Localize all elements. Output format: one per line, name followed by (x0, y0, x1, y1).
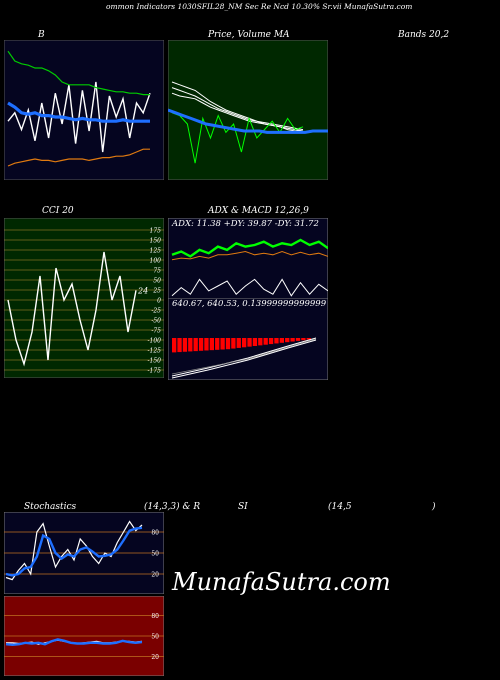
cci-tick-label: 0 (157, 298, 161, 305)
macd-histogram-bar (242, 338, 247, 348)
chart-header-title: ommon Indicators 1030SFIL28_NM Sec Re Nc… (106, 2, 413, 11)
macd-histogram-bar (295, 338, 301, 341)
bollinger-background (4, 40, 164, 180)
price-ma-background (168, 40, 328, 180)
cci-tick-label: -50 (151, 318, 161, 325)
adx-series-line-1 (171, 238, 328, 258)
cci-tick-label: -100 (148, 338, 162, 345)
price-ma-series-line-1 (171, 81, 304, 131)
cci-tick-label: -75 (151, 328, 161, 335)
watermark: MunafaSutra.com (172, 568, 391, 596)
macd-histogram-bar (177, 338, 182, 353)
stochastics-tick-label: 50 (151, 551, 159, 558)
macd-histogram-bar (215, 338, 220, 350)
macd-histogram-bar (306, 338, 311, 340)
cci-tick-label: 100 (150, 258, 162, 265)
stochastics-series-line-1 (5, 520, 143, 581)
rsi-tick-label: 80 (151, 613, 159, 620)
macd-histogram-bar (198, 338, 204, 351)
cci-tick-label: -150 (148, 358, 162, 365)
macd-histogram-bar (188, 338, 193, 352)
macd-histogram-bar (252, 338, 258, 346)
bollinger-series-line-3 (7, 50, 150, 96)
stochastics-tick-label: 80 (151, 530, 159, 537)
adx-series-line-3 (171, 278, 328, 297)
macd-histogram-bar (204, 338, 209, 351)
bollinger-chart (4, 40, 164, 180)
stochastics-params: (14,3,3) & R (144, 502, 201, 512)
macd-histogram-bar (193, 338, 198, 352)
macd-histogram-bar (279, 338, 284, 343)
cci-tick-label: 150 (150, 238, 162, 245)
macd-chart (168, 298, 328, 380)
stochastics-tick-label: 20 (151, 572, 159, 579)
cci-tick-label: 75 (153, 268, 161, 275)
macd-values: 640.67, 640.53, 0.13999999999999 (172, 299, 327, 309)
cci-chart: 175 150 125 100 75 50 25 0 -25 -50 -75 -100 -125 -150… (4, 218, 164, 378)
adx-macd-label: ADX & MACD 12,26,9 (208, 206, 309, 216)
macd-histogram-bar (182, 338, 188, 352)
macd-histogram-bar (231, 338, 236, 349)
cci-background (4, 218, 164, 378)
bollinger-series-line-2 (7, 101, 150, 123)
price-ma-chart (168, 40, 328, 180)
cci-tick-label: 125 (150, 248, 162, 255)
bands-label: Bands 20,2 (398, 30, 450, 40)
rsi-params-close: ) (432, 502, 436, 512)
macd-histogram-bar (209, 338, 214, 351)
macd-line (171, 339, 317, 379)
macd-histogram-bar (268, 338, 274, 345)
adx-chart (168, 218, 328, 300)
cci-tick-label: 175 (150, 228, 162, 235)
macd-histogram-bar (301, 338, 306, 341)
cci-label: CCI 20 (42, 206, 74, 216)
macd-line-3 (171, 338, 317, 375)
stochastics-series-line-2 (5, 526, 143, 577)
cci-tick-label: -25 (151, 308, 161, 315)
macd-histogram-bar (285, 338, 290, 343)
macd-signal-line (171, 337, 317, 377)
cci-line (7, 251, 137, 367)
adx-values: ADX: 11.38 +DY: 39.87 -DY: 31.72 (172, 219, 319, 229)
rsi-tick-label: 20 (151, 654, 159, 661)
macd-histogram-bar (263, 338, 268, 345)
cci-tick-label: -175 (148, 368, 162, 375)
rsi-label: SI (238, 502, 248, 512)
price-ma-series-line-3 (171, 92, 303, 132)
rsi-tick-label: 50 (151, 634, 159, 641)
bollinger-series-line-4 (7, 148, 150, 167)
bollinger-label: B (38, 30, 45, 40)
macd-histogram-bar (274, 338, 279, 344)
macd-histogram-bar (290, 338, 295, 342)
cci-tick-label: 25 (152, 288, 161, 295)
stochastics-chart: 80 50 20 (4, 512, 164, 594)
stochastics-label: Stochastics (24, 502, 77, 512)
macd-histogram-bar (225, 338, 231, 350)
adx-series-line-2 (171, 250, 328, 261)
price-ma-label: Price, Volume MA (208, 30, 290, 40)
price-ma-series-line-4 (171, 112, 304, 164)
macd-histogram-bar (258, 338, 263, 346)
rsi-chart: 80 50 20 (4, 596, 164, 676)
rsi-series-line-2 (5, 638, 143, 647)
cci-tick-label: -125 (148, 348, 162, 355)
macd-histogram-bar (236, 338, 241, 348)
macd-histogram-bar (220, 338, 225, 350)
price-ma-series-line-5 (168, 108, 328, 134)
cci-last-value: 24 (137, 286, 148, 295)
macd-histogram-bar (247, 338, 252, 347)
macd-histogram-bar (172, 338, 177, 353)
cci-tick-label: 50 (153, 278, 161, 285)
rsi-params: (14,5 (328, 502, 352, 512)
bollinger-series-line-1 (7, 81, 151, 153)
